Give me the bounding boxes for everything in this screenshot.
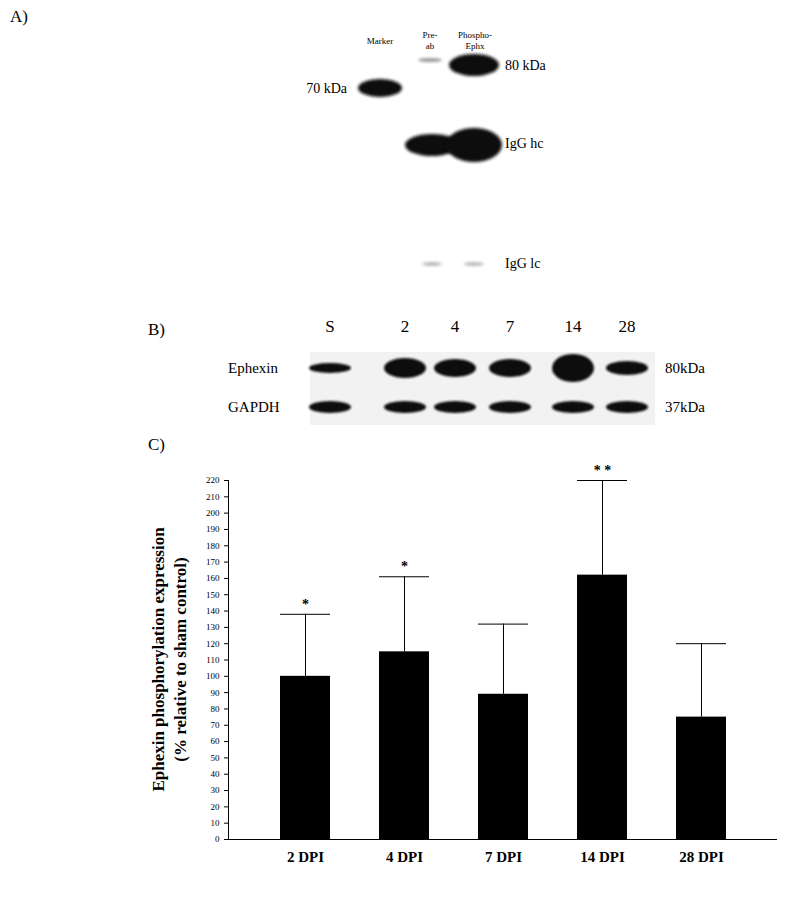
svg-text:28 DPI: 28 DPI xyxy=(679,849,724,865)
svg-text:80: 80 xyxy=(211,704,221,714)
svg-text:37kDa: 37kDa xyxy=(665,399,705,415)
svg-text:14: 14 xyxy=(565,317,583,336)
svg-text:28: 28 xyxy=(619,317,636,336)
svg-text:Ephx: Ephx xyxy=(466,41,485,51)
svg-text:ab: ab xyxy=(426,41,435,51)
svg-text:S: S xyxy=(325,317,334,336)
svg-text:Pre-: Pre- xyxy=(423,30,438,40)
svg-text:50: 50 xyxy=(211,753,221,763)
svg-text:200: 200 xyxy=(206,508,220,518)
svg-text:120: 120 xyxy=(206,639,220,649)
svg-text:10: 10 xyxy=(211,818,221,828)
svg-text:40: 40 xyxy=(211,769,221,779)
svg-text:80 kDa: 80 kDa xyxy=(505,58,547,73)
svg-text:30: 30 xyxy=(211,785,221,795)
svg-text:190: 190 xyxy=(206,524,220,534)
svg-text:180: 180 xyxy=(206,541,220,551)
svg-text:7 DPI: 7 DPI xyxy=(485,849,522,865)
svg-text:IgG hc: IgG hc xyxy=(505,136,544,151)
svg-text:110: 110 xyxy=(206,655,220,665)
svg-text:Ephexin: Ephexin xyxy=(228,360,278,376)
svg-text:Phospho-: Phospho- xyxy=(458,30,492,40)
svg-text:*: * xyxy=(401,559,408,574)
svg-text:150: 150 xyxy=(206,590,220,600)
svg-text:220: 220 xyxy=(206,475,220,485)
svg-text:C): C) xyxy=(148,435,165,454)
svg-text:2: 2 xyxy=(401,317,410,336)
svg-text:160: 160 xyxy=(206,573,220,583)
svg-text:GAPDH: GAPDH xyxy=(228,399,280,415)
svg-text:A): A) xyxy=(10,7,28,26)
svg-text:20: 20 xyxy=(211,802,221,812)
svg-text:Ephexin phosphorylation expres: Ephexin phosphorylation expression xyxy=(149,527,168,792)
svg-text:100: 100 xyxy=(206,671,220,681)
svg-text:2 DPI: 2 DPI xyxy=(287,849,324,865)
svg-text:60: 60 xyxy=(211,736,221,746)
svg-text:90: 90 xyxy=(211,688,221,698)
svg-text:4 DPI: 4 DPI xyxy=(386,849,423,865)
svg-text:B): B) xyxy=(148,320,165,339)
svg-text:7: 7 xyxy=(506,317,515,336)
svg-text:70 kDa: 70 kDa xyxy=(306,81,348,96)
svg-text:14 DPI: 14 DPI xyxy=(580,849,625,865)
svg-text:0: 0 xyxy=(215,834,220,844)
svg-text:210: 210 xyxy=(206,492,220,502)
svg-text:Marker: Marker xyxy=(367,36,394,46)
svg-text:80kDa: 80kDa xyxy=(665,360,705,376)
svg-text:130: 130 xyxy=(206,622,220,632)
svg-text:*: * xyxy=(302,597,309,612)
svg-text:70: 70 xyxy=(211,720,221,730)
svg-text:140: 140 xyxy=(206,606,220,616)
svg-text:(% relative to sham control): (% relative to sham control) xyxy=(171,557,190,761)
svg-text:IgG lc: IgG lc xyxy=(505,256,540,271)
svg-text:4: 4 xyxy=(451,317,460,336)
svg-text:* *: * * xyxy=(594,463,612,478)
svg-text:170: 170 xyxy=(206,557,220,567)
